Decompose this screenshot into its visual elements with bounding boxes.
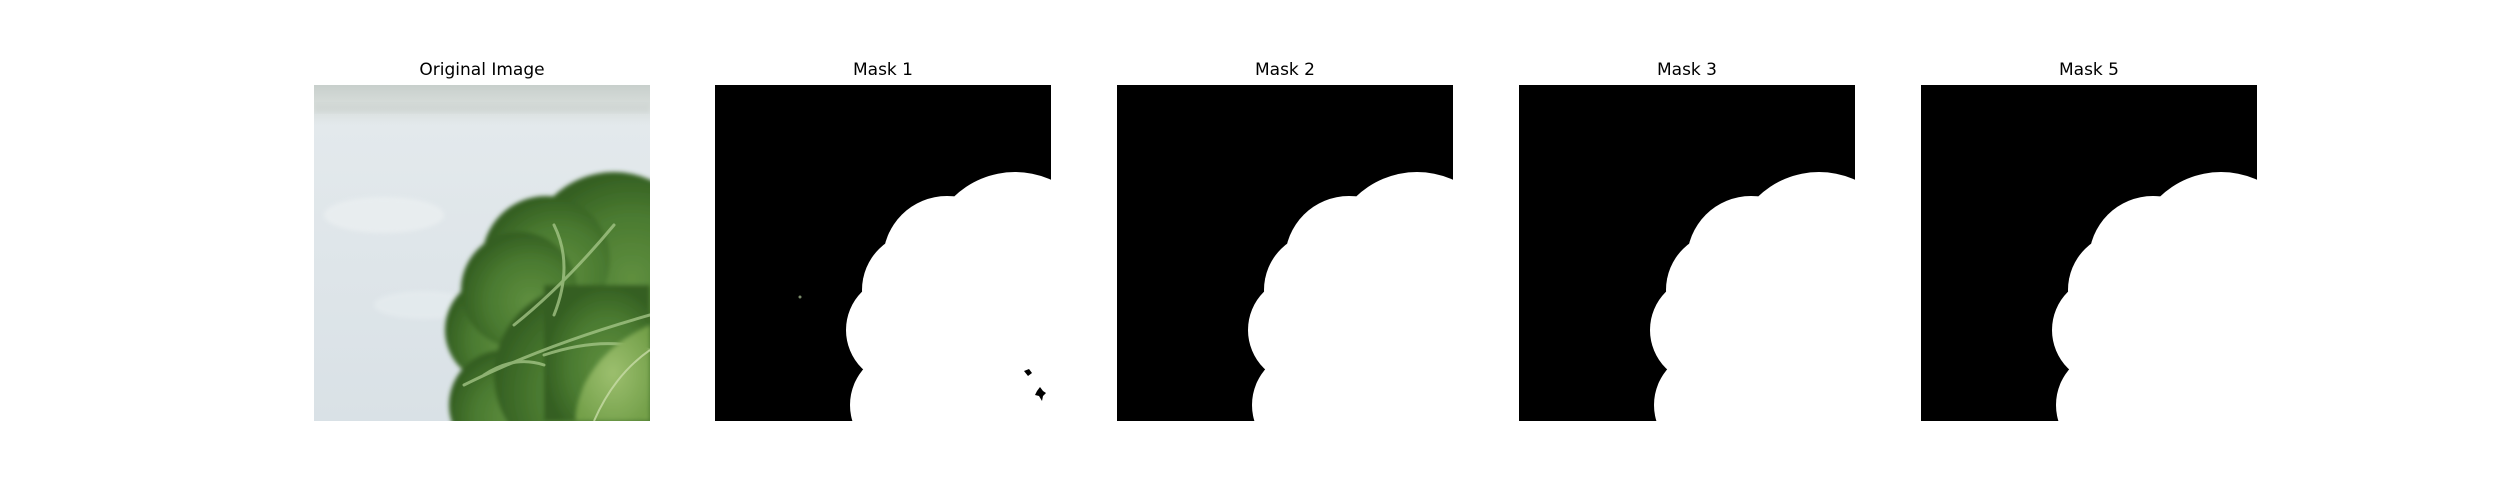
- second-leaf: [575, 325, 650, 421]
- panel-title: Original Image: [419, 60, 545, 80]
- mask-image: [1117, 85, 1453, 421]
- mask-image: [715, 85, 1051, 421]
- panel-title: Mask 3: [1656, 60, 1717, 80]
- mask-image: [1921, 85, 2257, 421]
- mask-speckles: [1024, 369, 1046, 401]
- original-photo: [314, 85, 650, 421]
- panel-title: Mask 2: [1254, 60, 1315, 80]
- mask-image: [1519, 85, 1855, 421]
- panel-title: Mask 1: [852, 60, 913, 80]
- panel-title: Mask 5: [2058, 60, 2119, 80]
